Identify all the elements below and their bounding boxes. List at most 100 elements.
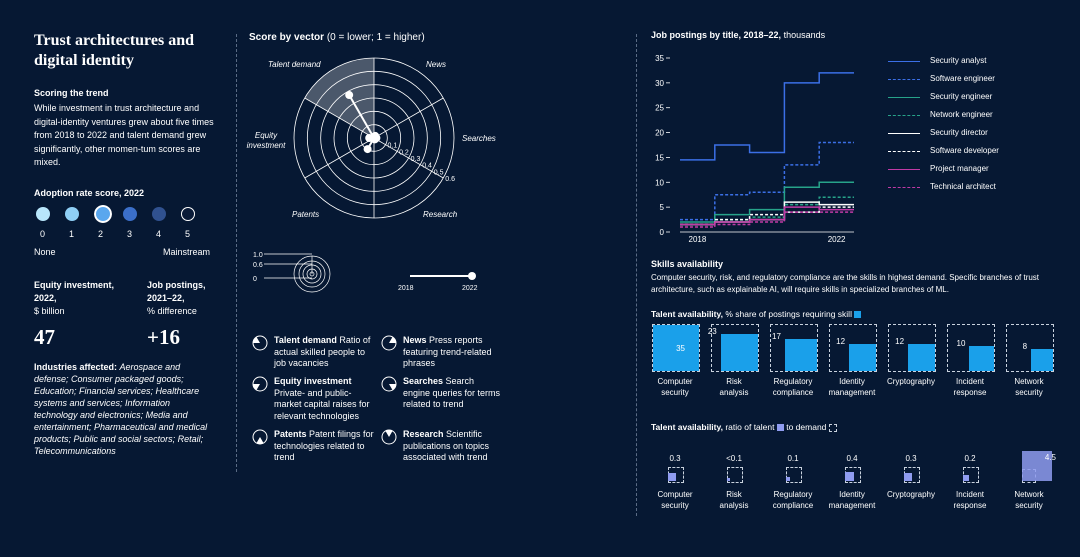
share-box: 12	[829, 324, 877, 372]
legend-swatch	[888, 151, 920, 152]
vector-name: Research	[403, 429, 444, 439]
category-line1: Network	[1014, 490, 1044, 499]
share-box: 17	[770, 324, 818, 372]
series-line-3	[680, 196, 854, 226]
share-box: 35	[652, 324, 700, 372]
y-tick-label: 5	[660, 203, 665, 212]
scale-label-mid: 0.6	[253, 262, 263, 269]
vector-name: News	[403, 335, 427, 345]
jobs-unit: % difference	[147, 306, 197, 316]
category-line1: Regulatory	[773, 490, 813, 499]
legend-label: Security analyst	[930, 56, 987, 65]
share-value: 8	[1022, 342, 1028, 352]
category-line2: security	[1015, 388, 1043, 397]
ratio-talent-fill	[727, 477, 731, 481]
vector-name: Equity investment	[274, 376, 352, 386]
vector-icon-0	[252, 335, 268, 351]
ratio-category: Identity management	[817, 489, 887, 511]
x-tick-label: 2018	[689, 235, 707, 244]
share-box: 12	[888, 324, 936, 372]
share-fill	[653, 325, 699, 371]
radar-talent-sector	[304, 58, 374, 138]
share-fill	[849, 344, 876, 371]
equity-title: Equity investment, 2022,	[34, 280, 115, 303]
vector-desc: Search engine queries for terms related …	[403, 376, 501, 409]
vector-legend-item: Equity investment Private- and public-ma…	[274, 376, 378, 422]
category-line2: compliance	[772, 388, 814, 397]
jobs-title: Job postings, 2021–22,	[147, 280, 206, 303]
share-swatch	[854, 311, 862, 319]
legend-swatch	[888, 79, 920, 80]
ratio-category: Incident response	[935, 489, 1005, 511]
category-line2: analysis	[719, 501, 749, 510]
vector-icon-5	[381, 429, 397, 445]
radar-title: Score by vector (0 = lower; 1 = higher)	[249, 32, 425, 43]
category-line1: Computer	[657, 490, 693, 499]
legend-swatch	[888, 187, 920, 188]
ratio-demand-swatch	[828, 423, 837, 432]
ratio-value: 0.1	[787, 454, 799, 463]
vector-icon-3	[381, 376, 397, 392]
ratio-demand-box	[786, 467, 802, 483]
radar-grid: 0.10.20.30.40.50.6	[293, 57, 455, 219]
adoption-label-2: 2	[98, 229, 104, 239]
vector-legend-item: Searches Search engine queries for terms…	[403, 376, 503, 411]
industries-list: Aerospace and defense; Consumer packaged…	[34, 362, 208, 456]
category-line1: Computer	[657, 377, 693, 386]
category-line1: Risk	[726, 490, 742, 499]
category-line1: Regulatory	[773, 377, 813, 386]
jobs-line-chart: 0 5 10 15 20 25 30 35 2018 2022	[655, 54, 854, 244]
radar-spoke	[304, 97, 375, 139]
radar-ring-label: 0.1	[388, 143, 398, 150]
adoption-label-4: 4	[156, 229, 162, 239]
vector-desc: Scientific publications on topics associ…	[403, 429, 490, 462]
vector-name: Talent demand	[274, 335, 337, 345]
radar-ring-label: 0.6	[445, 176, 455, 183]
legend-swatch	[888, 133, 920, 134]
share-fill	[969, 346, 994, 371]
adoption-dot-2	[93, 204, 113, 224]
ratio-title-mid: to demand	[786, 422, 827, 432]
vector-name: Searches	[403, 376, 444, 386]
radar-ring-label: 0.5	[434, 169, 444, 176]
skills-text: Computer security, risk, and regulatory …	[651, 273, 1040, 294]
radar-point-4	[363, 145, 372, 154]
radar-label-patents: Patents	[292, 210, 319, 219]
vector-icon-1	[381, 335, 397, 351]
adoption-dot-0	[36, 207, 50, 221]
vector-desc: Private- and public-market capital raise…	[274, 387, 370, 421]
ratio-category: Cryptography	[876, 489, 946, 500]
category-line1: Risk	[726, 377, 742, 386]
ratio-demand-box	[727, 467, 743, 483]
radar-point-5	[365, 134, 374, 142]
equity-unit: $ billion	[34, 306, 65, 316]
radar-scale-legend: 1.0 0.6 0 2018 2022	[253, 252, 478, 293]
share-title: Talent availability, % share of postings…	[651, 309, 862, 319]
radar-ring-label: 0.4	[422, 163, 432, 170]
adoption-max-label: Mainstream	[163, 247, 211, 257]
scale-label-low: 0	[253, 276, 257, 283]
y-tick-label: 10	[655, 178, 664, 187]
ratio-category: Computer security	[640, 489, 710, 511]
category-line1: Identity	[839, 377, 865, 386]
category-line2: security	[661, 388, 689, 397]
category-line1: Incident	[955, 490, 985, 499]
vector-desc: Ratio of actual skilled people to job va…	[274, 335, 371, 368]
divider-right	[636, 34, 637, 516]
legend-label: Technical architect	[930, 182, 996, 191]
adoption-dot-4	[152, 207, 166, 221]
radar-label-research: Research	[423, 210, 458, 219]
series-line-6	[680, 206, 854, 226]
share-category: Network security	[994, 376, 1064, 398]
industries-label: Industries affected:	[34, 362, 118, 372]
legend-label: Security engineer	[930, 92, 993, 101]
vector-desc: Press reports featuring trend-related ph…	[403, 335, 492, 368]
ratio-value: 4.5	[1044, 453, 1056, 462]
radar-title-bold: Score by vector	[249, 32, 325, 43]
category-line2: security	[1015, 501, 1043, 510]
radar-point-0	[345, 91, 354, 100]
category-line2: response	[953, 501, 987, 510]
ratio-talent-fill	[904, 473, 912, 481]
ratio-value: 0.4	[846, 454, 858, 463]
adoption-label-0: 0	[40, 229, 46, 239]
